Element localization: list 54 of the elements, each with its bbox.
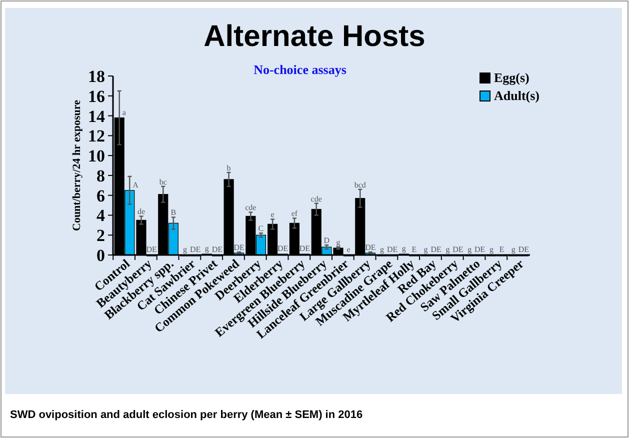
data-label: e <box>270 210 275 220</box>
data-label: DE <box>212 245 223 254</box>
data-label: ef <box>291 209 298 218</box>
chart-title: Alternate Hosts <box>204 20 426 53</box>
data-label: a <box>122 108 126 117</box>
data-label: de <box>137 207 146 216</box>
data-label: cde <box>245 203 257 212</box>
data-label: C <box>258 224 264 234</box>
data-label: D <box>324 236 330 246</box>
data-label: cde <box>310 194 322 204</box>
data-label: g <box>468 245 472 254</box>
text: SWD oviposition and adult eclosion per berry (Mean ± SEM) in 2016 <box>10 409 363 421</box>
data-label: E <box>412 245 417 254</box>
data-label: g <box>183 245 188 254</box>
data-label: DE <box>190 245 201 254</box>
data-label: g <box>380 245 384 254</box>
data-label: g <box>402 244 406 254</box>
data-label: E <box>499 245 504 254</box>
data-label: DE <box>430 245 442 254</box>
data-label: DE <box>278 244 288 254</box>
data-label: g <box>424 245 428 254</box>
legend-label: Egg(s) <box>494 70 530 85</box>
y-tick-label: 16 <box>88 86 105 106</box>
data-label: B <box>170 208 176 218</box>
y-tick-label: 4 <box>96 206 106 226</box>
data-label: g <box>446 245 450 254</box>
y-tick-label: 2 <box>96 226 105 246</box>
legend-label: Adult(s) <box>494 88 540 103</box>
data-label: DE <box>518 245 530 254</box>
data-label: DE <box>234 243 245 252</box>
data-label: DE <box>365 243 376 252</box>
data-label: b <box>226 163 231 172</box>
data-label: g <box>511 245 516 254</box>
data-label: DE <box>386 245 398 254</box>
data-label: DE <box>146 245 157 254</box>
y-tick-label: 8 <box>96 166 105 186</box>
data-label: A <box>132 180 139 190</box>
y-tick-label: 14 <box>88 106 106 126</box>
data-label: DE <box>299 244 310 254</box>
y-tick-label: 6 <box>96 186 105 206</box>
chart-subtitle: No-choice assays <box>254 62 346 77</box>
data-label: bcd <box>354 180 366 190</box>
y-tick-label: 12 <box>88 126 105 146</box>
y-axis-title: Count/berry/24 hr exposure <box>71 100 83 231</box>
data-label: DE <box>474 245 486 254</box>
data-label: g <box>489 245 494 254</box>
data-label: bc <box>159 177 168 186</box>
data-label: g <box>204 244 209 254</box>
data-label: DE <box>452 245 464 254</box>
y-tick-label: 18 <box>88 67 105 86</box>
data-label: e <box>346 245 351 254</box>
y-tick-label: 10 <box>88 146 105 166</box>
data-label: g <box>336 238 340 248</box>
y-tick-label: 0 <box>96 246 105 265</box>
